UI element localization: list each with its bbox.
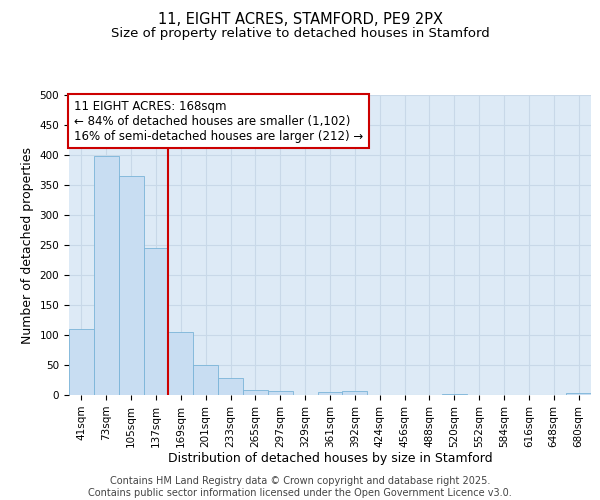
Bar: [343, 391, 367, 395]
Bar: [218, 378, 243, 395]
Bar: [317, 392, 343, 395]
Text: Contains HM Land Registry data © Crown copyright and database right 2025.
Contai: Contains HM Land Registry data © Crown c…: [88, 476, 512, 498]
X-axis label: Distribution of detached houses by size in Stamford: Distribution of detached houses by size …: [167, 452, 493, 466]
Bar: [268, 391, 293, 395]
Bar: [243, 390, 268, 395]
Bar: [169, 332, 193, 395]
Y-axis label: Number of detached properties: Number of detached properties: [21, 146, 34, 344]
Text: 11 EIGHT ACRES: 168sqm
← 84% of detached houses are smaller (1,102)
16% of semi-: 11 EIGHT ACRES: 168sqm ← 84% of detached…: [74, 100, 364, 142]
Bar: [442, 394, 467, 395]
Bar: [119, 176, 143, 395]
Bar: [193, 365, 218, 395]
Bar: [94, 156, 119, 395]
Bar: [69, 329, 94, 395]
Text: 11, EIGHT ACRES, STAMFORD, PE9 2PX: 11, EIGHT ACRES, STAMFORD, PE9 2PX: [157, 12, 443, 28]
Text: Size of property relative to detached houses in Stamford: Size of property relative to detached ho…: [110, 28, 490, 40]
Bar: [566, 393, 591, 395]
Bar: [143, 248, 169, 395]
